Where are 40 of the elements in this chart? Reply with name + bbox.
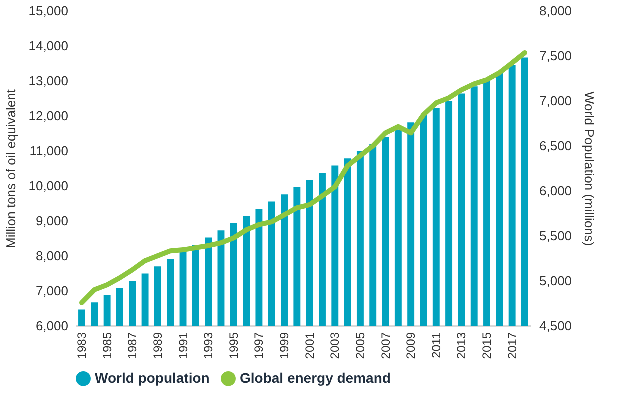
y2-tick-label: 7,000 [540,94,572,108]
y-tick-label: 12,000 [28,108,68,124]
x-tick-label: 2013 [454,332,469,360]
x-tick-label: 1985 [100,332,114,360]
x-tick-label: 2007 [378,332,393,360]
y-tick-label: 13,000 [28,74,68,88]
x-tick-label: 1987 [126,332,140,360]
y-tick-label: 9,000 [36,214,68,228]
y2-tick-label: 5,000 [540,274,572,288]
x-tick-label: 2017 [505,332,520,360]
legend-label: World population [95,370,210,386]
x-tick-label: 2005 [353,332,368,360]
x-tick-label: 1993 [202,332,216,360]
y-tick-label: 15,000 [28,4,68,18]
y-axis-title: Million tons of oil equivalent [4,89,19,248]
legend-label: Global energy demand [240,370,391,386]
y2-tick-label: 5,500 [540,228,572,244]
y-tick-label: 14,000 [28,38,68,54]
y2-tick-label: 6,500 [540,138,572,154]
x-tick-label: 2009 [404,332,418,360]
y2-tick-label: 4,500 [540,318,572,334]
x-tick-label: 1997 [252,332,266,360]
x-tick-label: 1999 [278,332,292,360]
x-tick-label: 1983 [75,332,90,360]
y2-tick-label: 6,000 [540,184,572,198]
x-tick-label: 1989 [150,332,165,360]
x-tick-label: 1991 [176,332,190,360]
y-tick-label: 8,000 [36,248,68,264]
x-tick-label: 2001 [302,332,317,360]
y-tick-label: 11,000 [30,144,68,158]
y-tick-label: 10,000 [28,178,68,194]
x-tick-label: 2003 [328,332,342,360]
x-tick-label: 2015 [480,332,494,360]
y-tick-label: 7,000 [36,284,68,298]
y2-axis-title: World Population (millions) [582,92,598,246]
x-tick-label: 2011 [429,332,444,358]
y2-tick-label: 8,000 [540,4,572,18]
x-tick-label: 1995 [226,332,241,360]
y-tick-label: 6,000 [36,318,68,334]
y2-tick-label: 7,500 [540,48,572,64]
